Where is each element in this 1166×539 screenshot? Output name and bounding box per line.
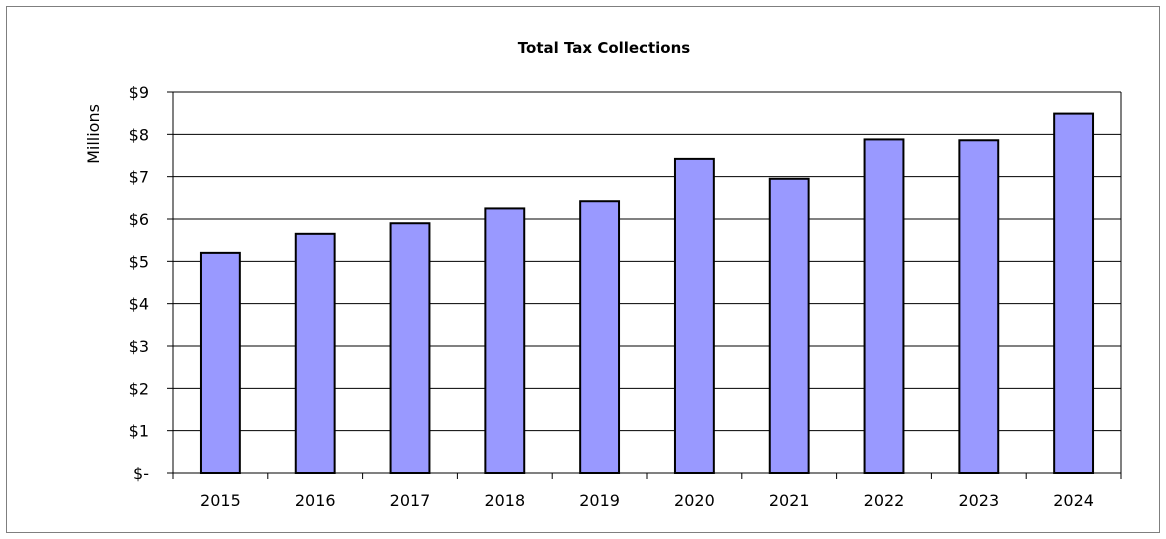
- chart-frame: Total Tax Collections Millions $- $1 $2 $3 $…: [6, 6, 1160, 533]
- y-tick-label: $-: [133, 464, 149, 483]
- x-tick-label: 2016: [295, 491, 336, 510]
- x-tick-label: 2018: [484, 491, 525, 510]
- y-tick-label: $5: [129, 252, 149, 271]
- y-tick-label: $4: [129, 295, 149, 314]
- y-tick-label: $6: [129, 210, 149, 229]
- bar-2020: [673, 157, 715, 475]
- x-tick-label: 2019: [579, 491, 620, 510]
- bar-2024: [1053, 112, 1095, 474]
- y-tick-label: $9: [129, 83, 149, 102]
- bars: [199, 112, 1095, 475]
- y-tick-label: $7: [129, 168, 149, 187]
- y-tick-labels: $- $1 $2 $3 $4 $5 $6 $7 $8 $9: [129, 83, 149, 483]
- bar-2018: [484, 207, 526, 475]
- y-tick-label: $8: [129, 125, 149, 144]
- y-tick-label: $2: [129, 379, 149, 398]
- bar-2017: [389, 222, 431, 474]
- x-tick-label: 2021: [769, 491, 810, 510]
- x-tick-label: 2023: [958, 491, 999, 510]
- y-tick-label: $3: [129, 337, 149, 356]
- x-tick-labels: 2015 2016 2017 2018 2019 2020 2021 2022 2023 2024: [200, 491, 1094, 510]
- y-tick-label: $1: [129, 422, 149, 441]
- bar-2019: [579, 200, 621, 474]
- bar-2023: [958, 139, 1000, 474]
- bar-2015: [199, 251, 241, 474]
- x-tick-label: 2022: [864, 491, 905, 510]
- bar-chart: Total Tax Collections Millions $-$1$2$3$…: [84, 39, 1122, 510]
- bar-2021: [768, 177, 810, 475]
- axes: [167, 91, 1122, 479]
- chart-title: Total Tax Collections: [518, 39, 690, 57]
- y-axis-label: Millions: [84, 104, 103, 164]
- x-tick-label: 2017: [390, 491, 431, 510]
- bar-2016: [294, 232, 336, 474]
- x-tick-label: 2024: [1053, 491, 1094, 510]
- x-tick-label: 2015: [200, 491, 241, 510]
- bar-2022: [863, 138, 905, 474]
- x-tick-label: 2020: [674, 491, 715, 510]
